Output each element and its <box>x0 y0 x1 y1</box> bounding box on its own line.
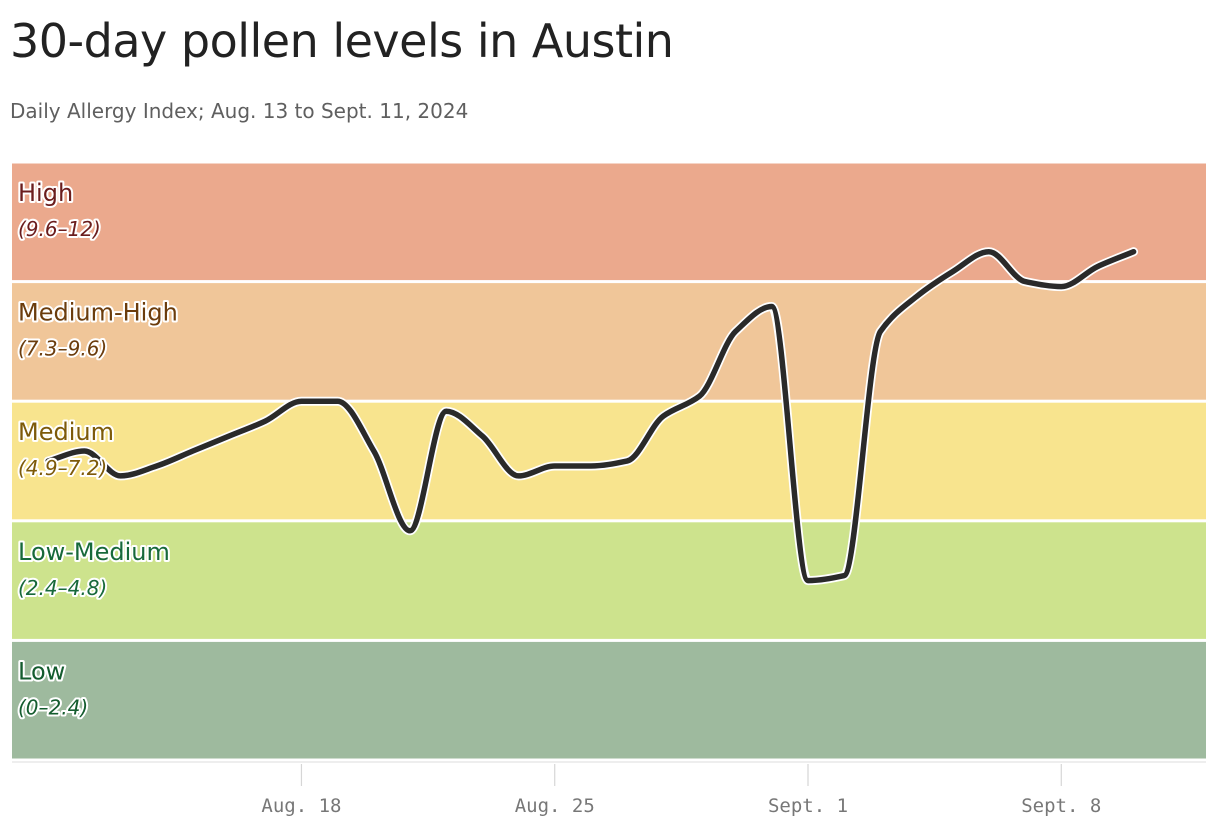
band-label-layer: High (9.6–12) Medium-High (7.3–9.6) Medium (4… <box>16 177 180 721</box>
band-range-medium: (4.9–7.2) <box>18 456 107 480</box>
chart-title: 30-day pollen levels in Austin <box>10 14 674 68</box>
x-tick-label: Sept. 8 <box>1021 795 1101 817</box>
band-high <box>12 163 1206 281</box>
x-tick-label: Aug. 25 <box>515 795 595 817</box>
band-range-low-medium: (2.4–4.8) <box>18 576 107 600</box>
band-range-high: (9.6–12) <box>18 217 101 241</box>
band-label-low-medium: Low-Medium <box>18 538 170 566</box>
chart-subtitle: Daily Allergy Index; Aug. 13 to Sept. 11… <box>10 99 469 123</box>
band-label-low: Low <box>18 657 65 685</box>
series-line <box>45 248 1137 584</box>
band-low-medium <box>12 522 1206 639</box>
band-medium-high <box>12 283 1206 400</box>
band-label-medium: Medium <box>18 418 114 446</box>
x-axis: Aug. 18 Aug. 25 Sept. 1 Sept. 8 <box>12 761 1206 817</box>
band-range-low: (0–2.4) <box>18 695 88 719</box>
band-range-medium-high: (7.3–9.6) <box>18 337 107 361</box>
series-layer <box>43 247 1139 586</box>
x-tick-label: Aug. 18 <box>261 795 341 817</box>
band-low <box>12 641 1206 759</box>
band-label-medium-high: Medium-High <box>18 299 178 327</box>
x-tick-label: Sept. 1 <box>768 795 848 817</box>
band-label-high: High <box>18 179 73 207</box>
